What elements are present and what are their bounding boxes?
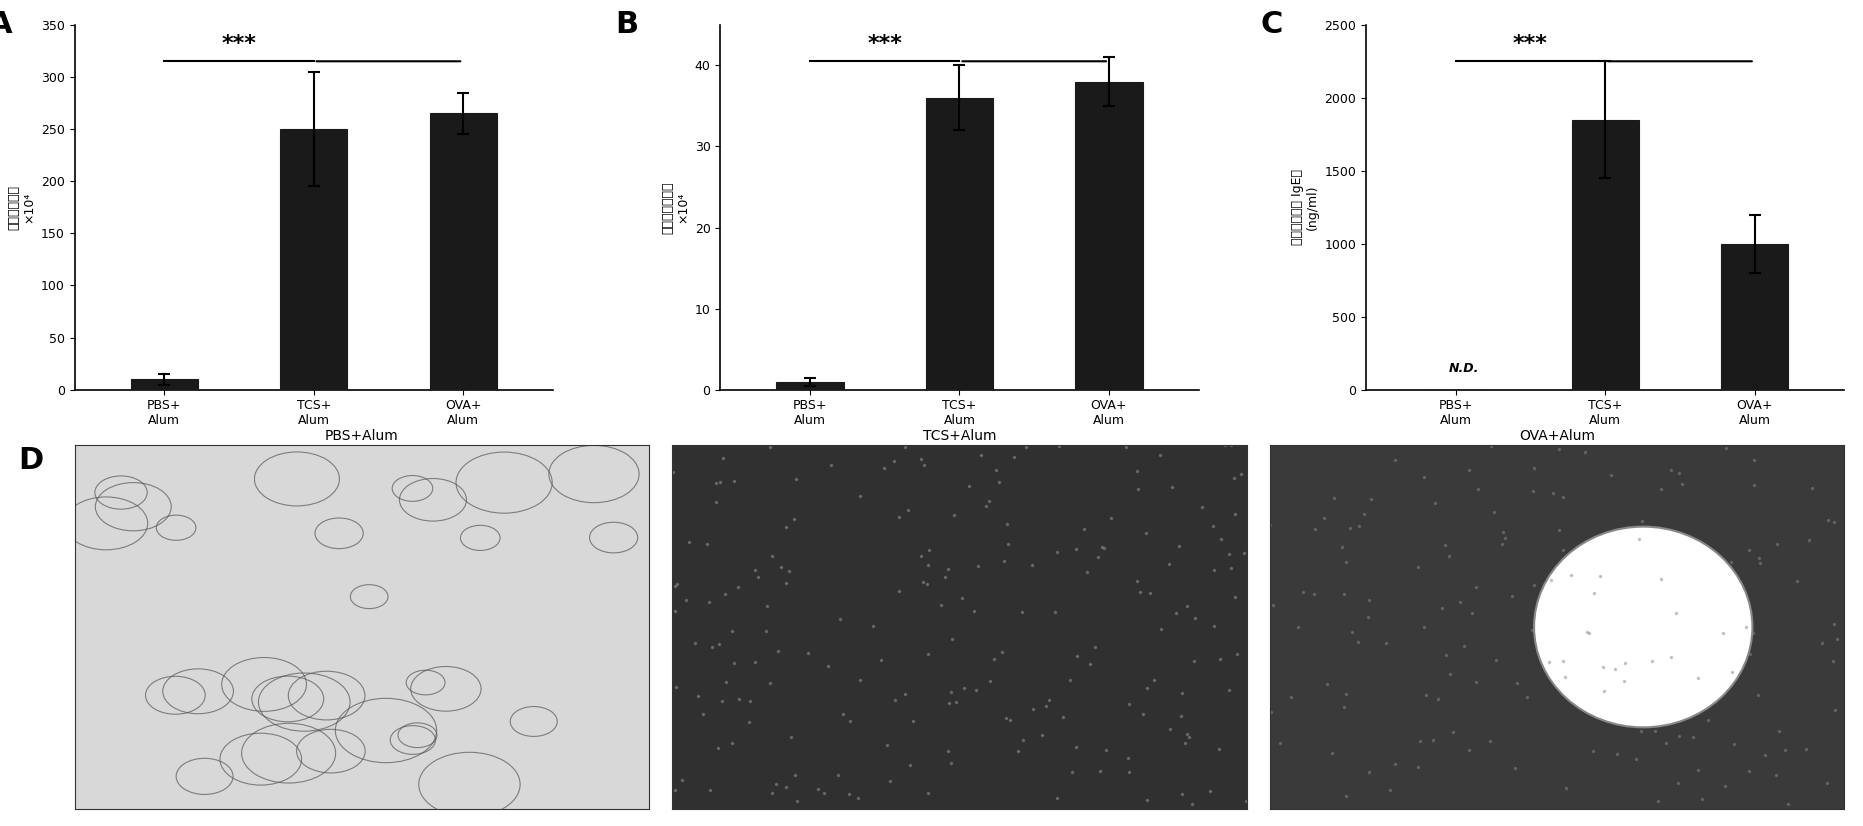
Title: PBS+Alum: PBS+Alum	[324, 430, 399, 444]
Y-axis label: 嗜酸性粒细胞数
×10⁴: 嗜酸性粒细胞数 ×10⁴	[661, 181, 689, 234]
Bar	[279, 129, 347, 390]
Text: B: B	[615, 10, 639, 39]
Text: C: C	[1261, 10, 1284, 39]
Bar	[1572, 120, 1639, 390]
Text: ***: ***	[868, 34, 902, 54]
Bar	[130, 379, 197, 390]
Text: ***: ***	[1513, 34, 1548, 54]
Bar	[777, 382, 844, 390]
Bar	[926, 97, 993, 390]
Text: ***: ***	[222, 34, 257, 54]
Text: N.D.: N.D.	[1448, 362, 1479, 375]
Ellipse shape	[1533, 527, 1753, 728]
Bar	[1721, 244, 1788, 390]
Title: OVA+Alum: OVA+Alum	[1518, 430, 1595, 444]
Bar	[1075, 82, 1142, 390]
Y-axis label: 炎性细胞总数
×10⁴: 炎性细胞总数 ×10⁴	[7, 185, 35, 230]
Bar	[430, 113, 497, 390]
Text: D: D	[19, 446, 45, 475]
Y-axis label: 抗原特异性的 IgE）
(ng/ml): 抗原特异性的 IgE） (ng/ml)	[1291, 169, 1319, 245]
Title: TCS+Alum: TCS+Alum	[922, 430, 997, 444]
Text: A: A	[0, 10, 11, 39]
